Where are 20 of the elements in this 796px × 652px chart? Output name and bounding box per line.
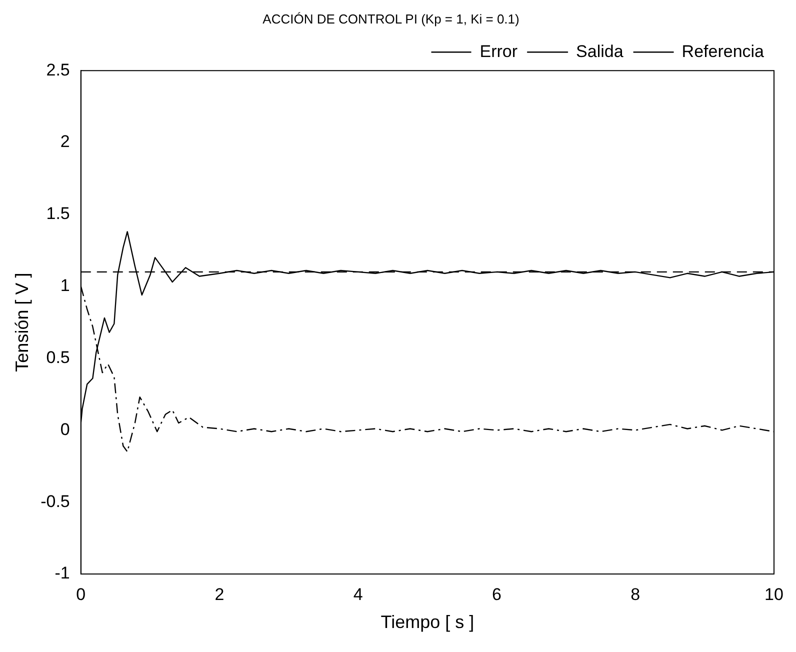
y-tick-label: -0.5 <box>40 492 70 511</box>
y-tick-label: 2 <box>60 132 70 152</box>
legend-label: Error <box>480 42 518 61</box>
x-tick-label: 0 <box>76 584 86 604</box>
y-tick-label: 1.5 <box>46 204 70 224</box>
legend-label: Referencia <box>682 42 765 61</box>
y-tick-label: 0 <box>60 420 70 439</box>
x-tick-label: 6 <box>492 584 502 604</box>
y-tick-label: -1 <box>54 564 70 583</box>
x-tick-label: 8 <box>630 584 640 604</box>
x-tick-label: 2 <box>214 584 224 604</box>
y-tick-label: 2.5 <box>46 60 70 80</box>
x-tick-label: 4 <box>353 584 363 604</box>
y-tick-label: 0.5 <box>46 348 70 367</box>
x-tick-label: 10 <box>764 584 784 604</box>
legend-label: Salida <box>576 42 624 61</box>
y-tick-label: 1 <box>60 276 70 296</box>
y-axis-title: Tensión [ V ] <box>12 272 32 372</box>
chart-title: ACCIÓN DE CONTROL PI (Kp = 1, Ki = 0.1) <box>262 11 520 26</box>
x-axis-title: Tiempo [ s ] <box>380 612 474 632</box>
